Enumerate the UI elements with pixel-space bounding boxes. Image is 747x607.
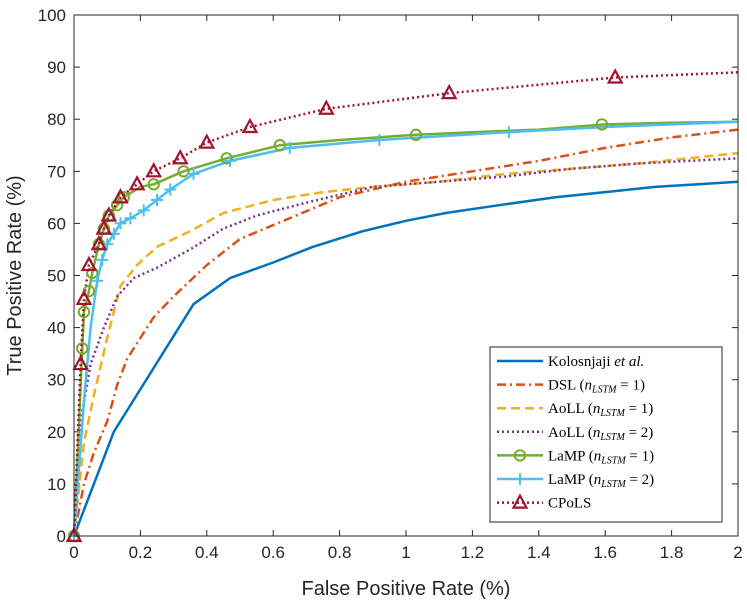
x-tick-label: 1.4	[527, 543, 551, 562]
y-tick-label: 80	[47, 110, 66, 129]
x-tick-label: 0.4	[195, 543, 219, 562]
series-6-marker	[198, 133, 216, 149]
series-4-marker	[220, 152, 233, 165]
x-tick-label: 1.6	[593, 543, 617, 562]
series-4-marker	[77, 305, 91, 319]
y-tick-label: 60	[47, 214, 66, 233]
series-4-marker	[110, 198, 124, 212]
y-tick-label: 100	[38, 6, 66, 25]
series-4-marker	[409, 128, 423, 142]
series-6-marker	[317, 99, 335, 115]
y-tick-label: 70	[47, 162, 66, 181]
series-6-marker	[606, 68, 624, 84]
y-tick-label: 50	[47, 267, 66, 286]
y-tick-label: 20	[47, 423, 66, 442]
series-6-marker	[112, 188, 129, 204]
y-axis-title: True Positive Rate (%)	[4, 175, 26, 375]
y-tick-label: 0	[57, 527, 66, 546]
legend: Kolosnjaji et al. DSL (nLSTM = 1) AoLL (nL…	[489, 346, 723, 523]
y-tick-label: 40	[47, 319, 66, 338]
series-4-marker	[86, 266, 99, 280]
series-4-marker	[273, 139, 287, 152]
y-tick-label: 90	[47, 58, 66, 77]
legend-label-3: AoLL (nLSTM = 2)	[548, 425, 653, 443]
series-5-marker	[283, 141, 296, 154]
legend-marker-4	[513, 449, 527, 462]
legend-label-2: AoLL (nLSTM = 1)	[548, 401, 653, 419]
series-6-marker	[72, 354, 89, 371]
x-tick-label: 0.6	[261, 543, 285, 562]
series-5-marker	[91, 274, 104, 287]
legend-entries: Kolosnjaji et al. DSL (nLSTM = 1) AoLL (nL…	[497, 354, 654, 512]
series-6-marker	[75, 289, 93, 306]
x-tick-label: 1	[401, 543, 410, 562]
series-5-marker	[224, 154, 237, 167]
legend-box	[489, 346, 723, 523]
x-tick-label: 2	[733, 543, 742, 562]
legend-label-1: DSL (nLSTM = 1)	[548, 378, 645, 396]
series-6-marker	[171, 148, 189, 165]
x-axis-title: False Positive Rate (%)	[302, 578, 511, 600]
series-5-marker	[96, 253, 109, 266]
y-tick-label: 10	[47, 475, 66, 494]
series-line-0	[72, 180, 739, 537]
legend-label-5: LaMP (nLSTM = 2)	[548, 472, 654, 490]
y-tick-label: 30	[47, 371, 66, 390]
x-tick-label: 0.2	[129, 543, 153, 562]
series-6-marker	[128, 175, 146, 191]
plot-frame	[73, 14, 739, 537]
x-tick-label: 0.8	[328, 543, 352, 562]
legend-label-0: Kolosnjaji et al.	[548, 354, 644, 370]
series-5-marker	[373, 134, 386, 147]
series-6-marker	[80, 255, 98, 272]
series-5-marker	[137, 204, 150, 217]
series-4-marker	[147, 178, 160, 191]
series-6-marker	[90, 234, 108, 251]
series-line-2	[72, 151, 739, 537]
series-5-marker	[124, 212, 137, 225]
series-4-marker	[177, 165, 190, 178]
series-6-marker	[65, 526, 83, 543]
series-5-marker	[151, 193, 163, 206]
series-6-marker	[241, 117, 259, 134]
series-6-marker	[100, 206, 118, 222]
legend-label-4: LaMP (nLSTM = 1)	[548, 448, 654, 466]
series-5-marker	[502, 126, 515, 139]
x-tick-label: 1.8	[660, 543, 684, 562]
x-tick-label: 1.2	[461, 543, 485, 562]
x-tick-label: 0	[69, 543, 78, 562]
series-5-marker	[187, 167, 200, 180]
series-4-marker	[76, 342, 89, 355]
legend-marker-6	[511, 493, 529, 509]
legend-marker-5	[514, 473, 526, 485]
series-6-marker	[95, 219, 113, 235]
tick-labels: 0 0.2 0.4 0.6 0.8 1 1.2 1.4 1.6 1.8 20102030405060…	[38, 6, 743, 562]
series-6-marker	[145, 161, 163, 178]
legend-label-6: CPoLS	[548, 496, 591, 512]
series-5-marker	[164, 183, 177, 196]
series-6-marker	[440, 83, 458, 100]
series-line-1	[72, 128, 739, 537]
series-5-marker	[114, 217, 127, 230]
series-line-4	[72, 120, 739, 537]
series-4-marker	[595, 118, 609, 131]
